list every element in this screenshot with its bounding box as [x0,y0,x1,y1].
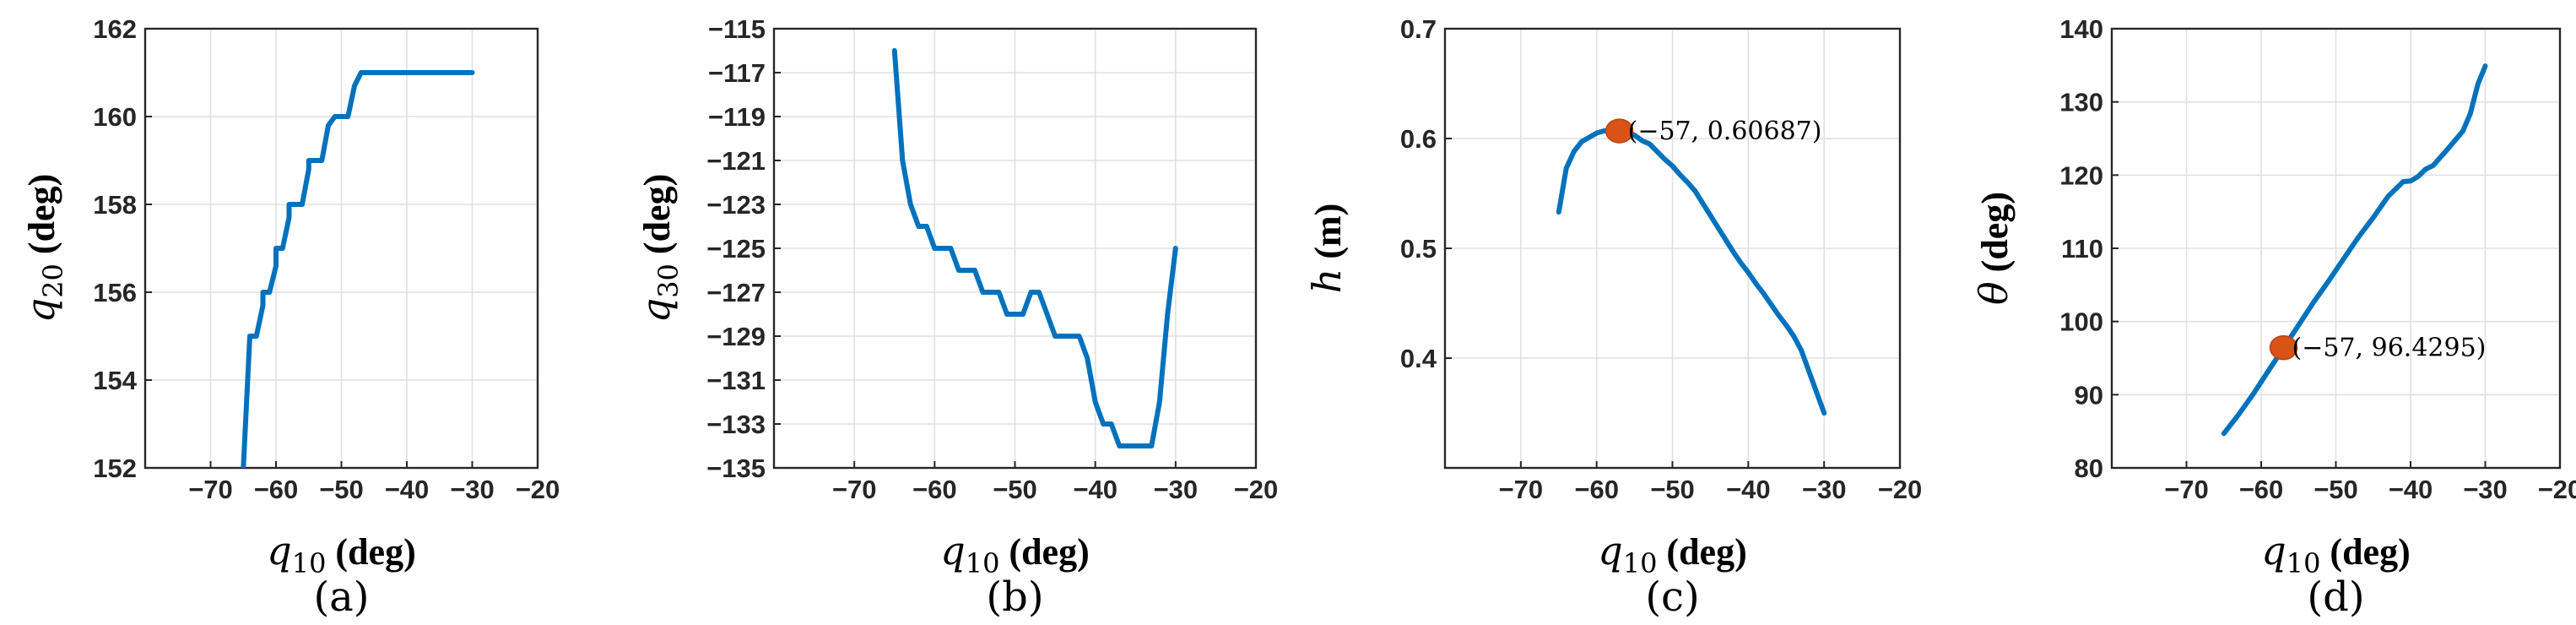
chart-panel-b: −70 −60 −50 −40 −30 −20 −135 −133 −131 −129 −127 −1… [633,14,1278,621]
y-tick-label: −115 [708,14,766,44]
axes-frame [2110,27,2562,470]
y-tick-label: 154 [93,366,137,395]
x-tick-label: −30 [1154,475,1199,504]
panel-caption: (b) [986,573,1043,621]
x-tick-label: −60 [2239,475,2284,504]
panel-caption: (d) [2307,573,2364,621]
x-axis-label: q10 (deg) [267,528,415,579]
y-tick-label: 110 [2061,234,2103,264]
x-tick-label: −50 [993,475,1037,504]
x-tick-label: −50 [2314,475,2358,504]
y-tick-label: 80 [2075,454,2103,483]
y-tick-label: 120 [2059,160,2103,190]
series-line-q20 [241,70,475,468]
y-tick-label: 130 [2059,88,2103,117]
x-tick-label: −40 [2389,475,2433,504]
x-axis-label: q10 (deg) [1598,528,1746,579]
x-tick-label: −50 [319,475,364,504]
y-tick-label: −123 [706,190,766,220]
x-tick-label: −40 [1073,475,1118,504]
chart-panel-c: −70 −60 −50 −40 −30 −20 0.4 0.5 0.6 0.7 (−57, 0.60… [1304,14,1922,621]
x-axis-label: q10 (deg) [2261,528,2410,579]
y-tick-label: −129 [706,322,766,351]
series-line-theta [2221,63,2488,437]
chart-panel-d: −70 −60 −50 −40 −30 −20 80 90 100 110 120 130 140 (−5… [1971,14,2576,621]
x-tick-label: −30 [450,475,495,504]
x-axis-label: q10 (deg) [940,528,1089,579]
datatip-label: (−57, 0.60687) [1628,117,1822,146]
y-tick-label: −125 [706,234,766,264]
y-tick-label: 162 [93,14,137,44]
y-tick-label: 0.5 [1400,234,1437,264]
y-tick-label: 0.6 [1400,124,1437,154]
x-tick-label: −60 [254,475,299,504]
x-tick-label: −70 [1499,475,1544,504]
chart-panel-a: −70 −60 −50 −40 −30 −20 152 154 156 158 160 162 q10 … [18,14,560,621]
x-tick-label: −70 [832,475,877,504]
y-tick-label: −135 [706,454,766,483]
panel-caption: (a) [313,573,369,621]
y-tick-label: 152 [93,454,137,483]
y-tick-label: 140 [2059,14,2103,44]
y-axis-label: θ (deg) [1971,192,2016,305]
datatip-marker [2269,334,2298,361]
y-tick-label: −119 [708,102,766,132]
axes-frame [143,27,539,470]
x-tick-label: −60 [912,475,957,504]
datatip-label: (−57, 96.4295) [2292,334,2487,363]
y-tick-label: 0.4 [1400,344,1437,373]
x-tick-label: −20 [2538,475,2576,504]
x-tick-label: −50 [1650,475,1695,504]
y-tick-label: 160 [93,102,137,132]
axes-frame [1443,27,1902,470]
y-tick-label: −131 [706,366,766,395]
series-line-h [1556,128,1827,416]
x-tick-label: −70 [188,475,233,504]
x-tick-label: −20 [516,475,560,504]
y-tick-label: −133 [706,410,766,439]
y-tick-label: 100 [2059,307,2103,337]
x-tick-label: −30 [2463,475,2508,504]
x-tick-label: −40 [1726,475,1771,504]
y-axis-label: q30 (deg) [633,174,685,323]
y-tick-label: 158 [93,190,137,220]
y-axis-label: q20 (deg) [18,174,69,323]
y-tick-label: 156 [93,278,137,307]
y-tick-label: −127 [706,278,766,307]
x-tick-label: −40 [385,475,430,504]
y-tick-label: −117 [708,58,766,88]
x-tick-label: −60 [1574,475,1619,504]
x-tick-label: −20 [1878,475,1923,504]
x-tick-label: −70 [2164,475,2209,504]
series-line-q30 [891,48,1178,448]
y-tick-label: 0.7 [1400,14,1437,44]
y-tick-label: −121 [706,146,766,176]
datatip-marker [1605,118,1634,144]
y-axis-label: h (m) [1304,204,1350,294]
panel-caption: (c) [1645,573,1699,621]
x-tick-label: −30 [1802,475,1847,504]
x-tick-label: −20 [1234,475,1279,504]
y-tick-label: 90 [2075,380,2103,410]
axes-frame [772,27,1258,470]
